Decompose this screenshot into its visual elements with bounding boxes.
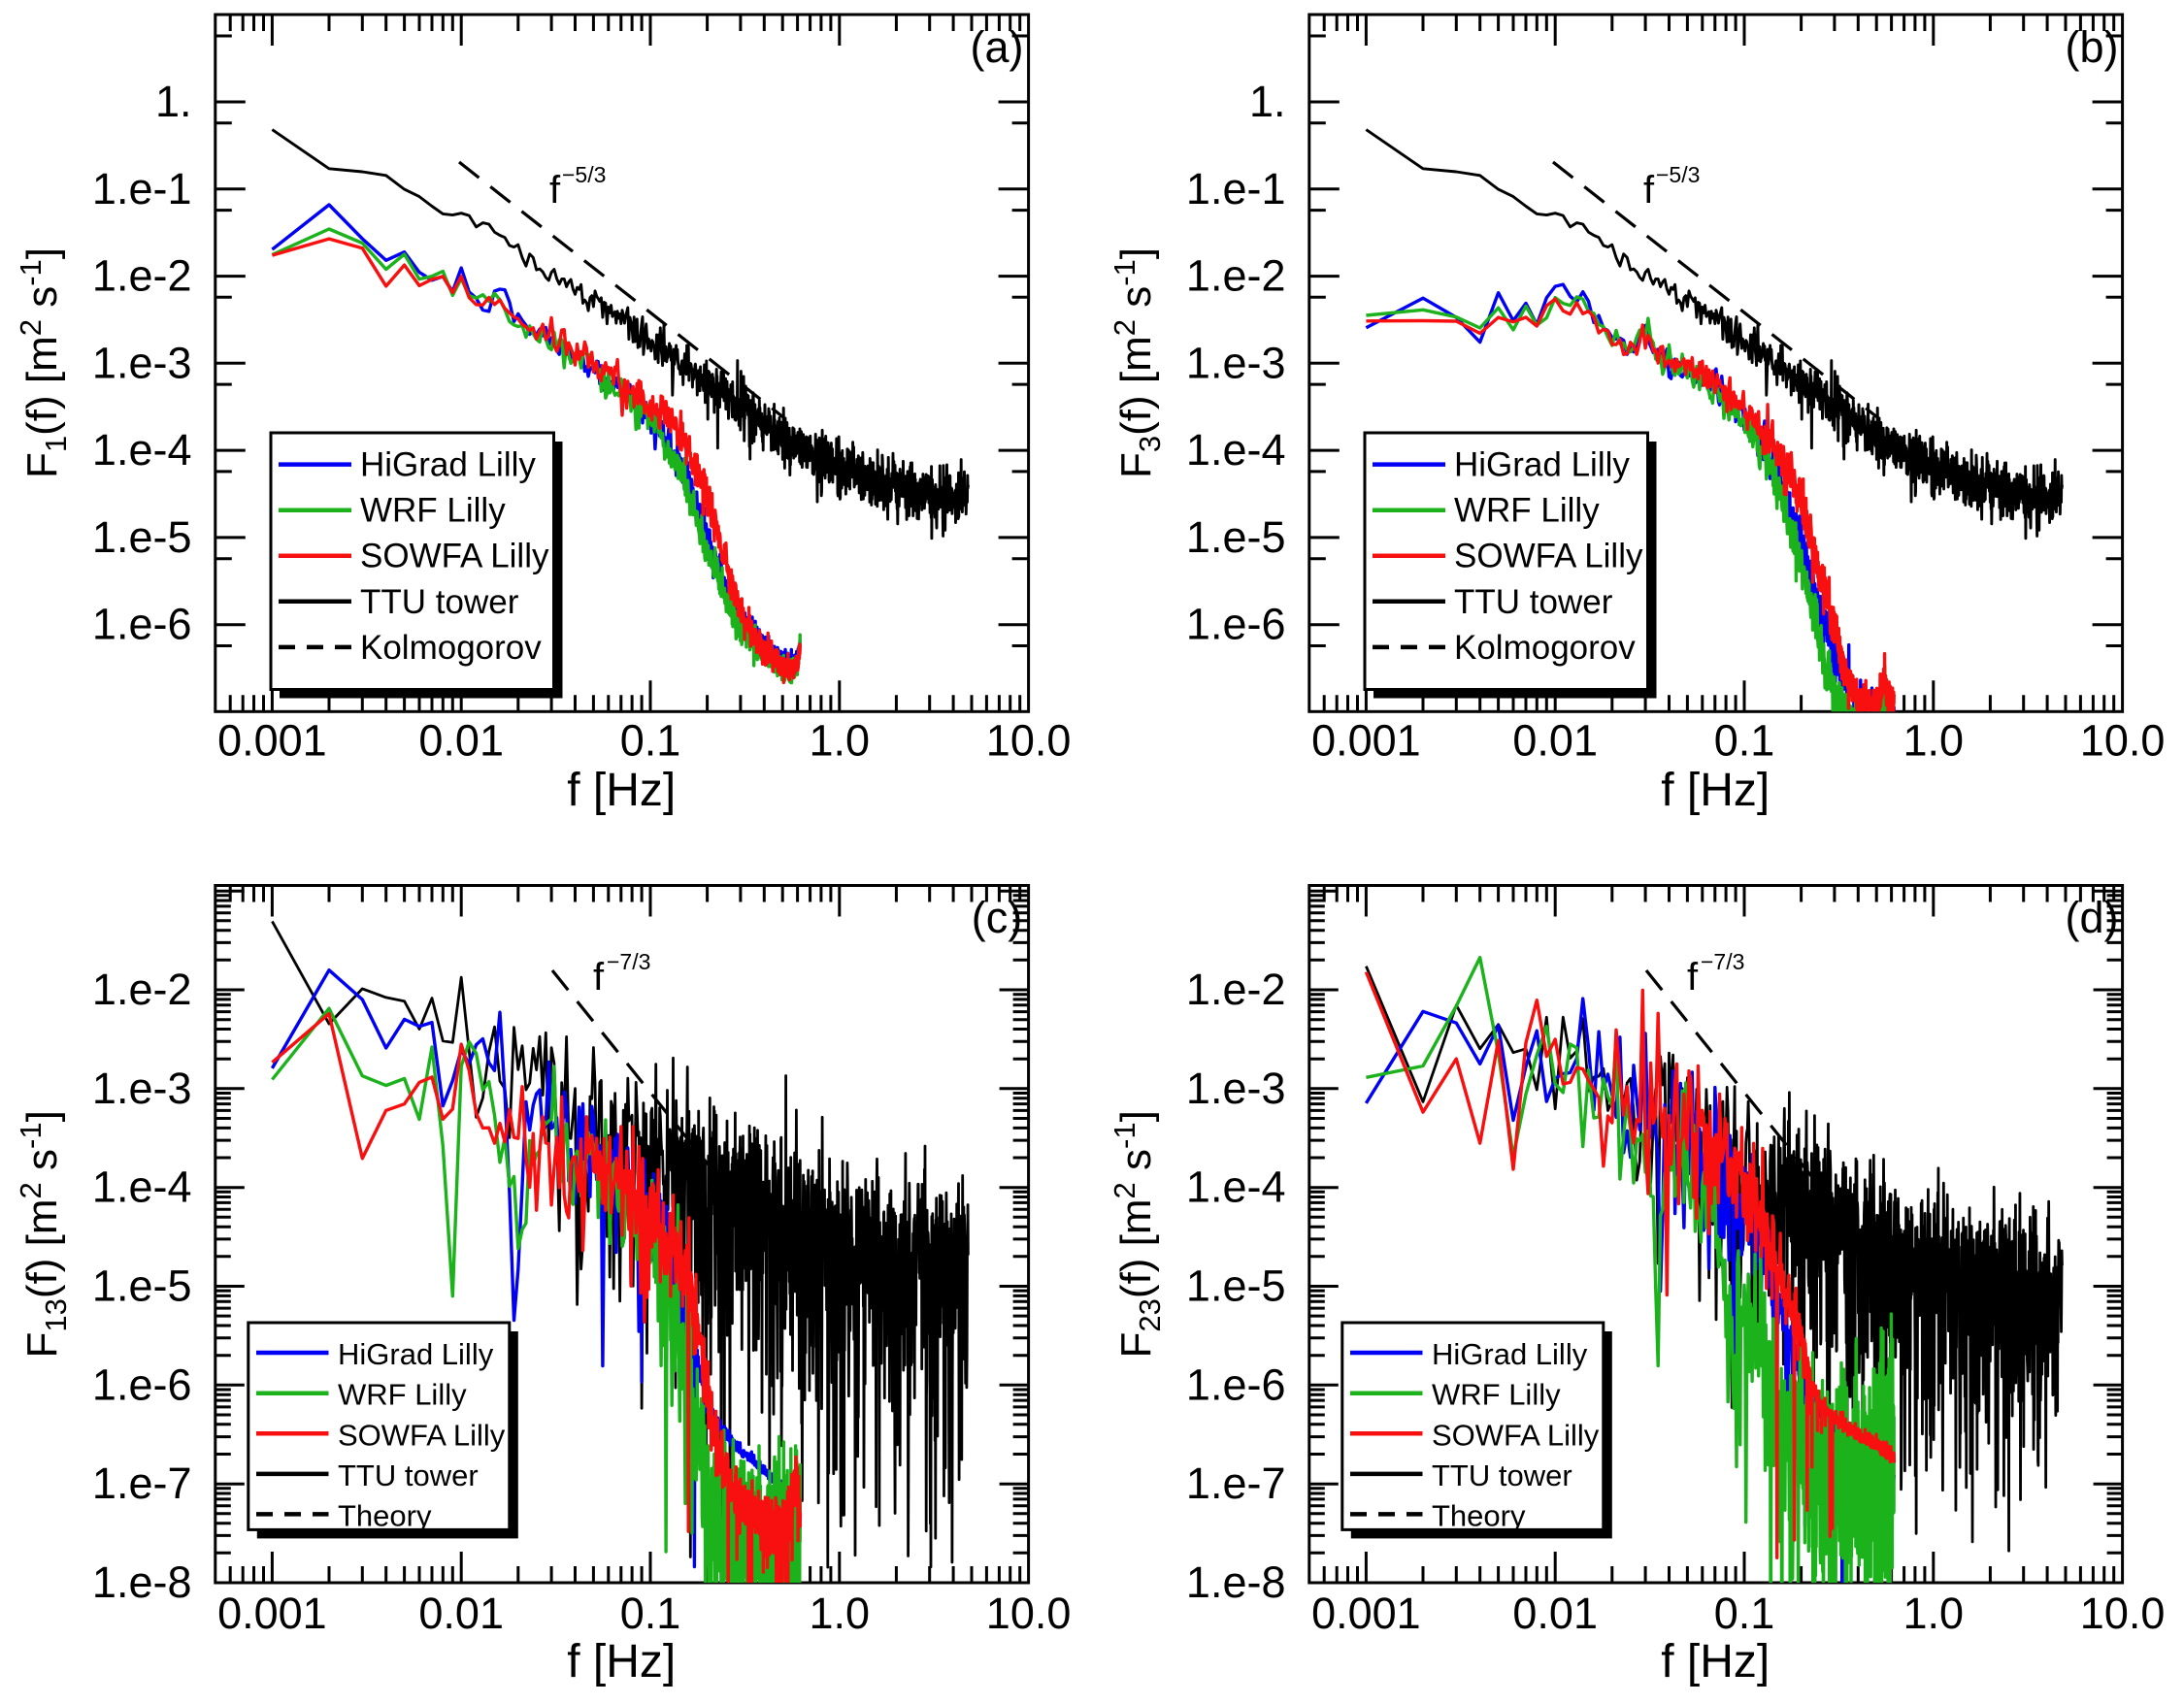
svg-text:1.e-3: 1.e-3 — [92, 1064, 192, 1113]
svg-text:−7/3: −7/3 — [607, 949, 650, 974]
svg-text:−5/3: −5/3 — [562, 162, 606, 187]
svg-text:SOWFA Lilly: SOWFA Lilly — [338, 1418, 506, 1452]
svg-text:1.e-3: 1.e-3 — [1186, 338, 1286, 387]
svg-text:SOWFA Lilly: SOWFA Lilly — [1432, 1418, 1600, 1452]
svg-text:f: f — [549, 169, 561, 212]
svg-text:1.e-5: 1.e-5 — [1186, 1262, 1286, 1311]
svg-text:TTU tower: TTU tower — [1432, 1458, 1572, 1492]
svg-text:f [Hz]: f [Hz] — [567, 1636, 676, 1688]
svg-text:1.e-8: 1.e-8 — [92, 1557, 192, 1607]
svg-text:TTU tower: TTU tower — [360, 583, 519, 621]
svg-text:(a): (a) — [971, 22, 1024, 72]
svg-text:1.e-2: 1.e-2 — [1186, 965, 1286, 1014]
svg-text:(d): (d) — [2066, 893, 2119, 942]
svg-text:0.001: 0.001 — [217, 715, 327, 765]
svg-text:1.0: 1.0 — [1903, 1589, 1965, 1638]
svg-text:1.e-5: 1.e-5 — [92, 512, 192, 562]
svg-text:f [Hz]: f [Hz] — [567, 765, 676, 816]
svg-text:1.e-2: 1.e-2 — [92, 251, 192, 301]
svg-text:Kolmogorov: Kolmogorov — [360, 629, 542, 667]
svg-text:0.001: 0.001 — [217, 1589, 327, 1638]
svg-text:10.0: 10.0 — [986, 1589, 1072, 1638]
svg-text:1.e-2: 1.e-2 — [92, 965, 192, 1014]
svg-text:HiGrad Lilly: HiGrad Lilly — [1432, 1337, 1588, 1371]
svg-text:F13(f) [m2 s-1]: F13(f) [m2 s-1] — [14, 1110, 73, 1358]
svg-text:Theory: Theory — [1432, 1498, 1526, 1532]
svg-text:0.1: 0.1 — [1714, 715, 1775, 765]
svg-text:WRF Lilly: WRF Lilly — [360, 492, 506, 530]
svg-text:1.e-4: 1.e-4 — [1186, 1163, 1286, 1212]
svg-text:f: f — [1643, 169, 1655, 212]
svg-text:1.e-7: 1.e-7 — [1186, 1458, 1286, 1508]
svg-text:1.e-3: 1.e-3 — [92, 338, 192, 387]
svg-text:F1(f) [m2 s-1]: F1(f) [m2 s-1] — [14, 247, 73, 478]
svg-text:1.: 1. — [1249, 77, 1286, 126]
svg-text:(b): (b) — [2066, 22, 2119, 72]
svg-text:Kolmogorov: Kolmogorov — [1454, 629, 1636, 667]
svg-text:0.001: 0.001 — [1311, 715, 1421, 765]
svg-text:F23(f) [m2 s-1]: F23(f) [m2 s-1] — [1108, 1110, 1167, 1358]
svg-text:WRF Lilly: WRF Lilly — [1454, 492, 1600, 530]
svg-text:0.01: 0.01 — [418, 715, 504, 765]
svg-text:(c): (c) — [972, 893, 1022, 942]
svg-text:F3(f) [m2 s-1]: F3(f) [m2 s-1] — [1108, 247, 1167, 478]
svg-text:0.1: 0.1 — [1714, 1589, 1775, 1638]
svg-text:1.e-5: 1.e-5 — [92, 1262, 192, 1311]
svg-text:−5/3: −5/3 — [1656, 162, 1700, 187]
svg-text:−7/3: −7/3 — [1701, 949, 1744, 974]
svg-text:1.e-4: 1.e-4 — [1186, 425, 1286, 475]
svg-text:1.e-2: 1.e-2 — [1186, 251, 1286, 301]
svg-text:HiGrad Lilly: HiGrad Lilly — [360, 446, 536, 484]
svg-text:HiGrad Lilly: HiGrad Lilly — [338, 1337, 494, 1371]
svg-text:1.e-6: 1.e-6 — [1186, 600, 1286, 649]
svg-text:1.e-4: 1.e-4 — [92, 425, 192, 475]
svg-text:1.e-1: 1.e-1 — [92, 164, 192, 213]
svg-text:1.e-1: 1.e-1 — [1186, 164, 1286, 213]
svg-text:1.e-6: 1.e-6 — [92, 600, 192, 649]
svg-text:TTU tower: TTU tower — [338, 1458, 479, 1492]
svg-text:1.e-4: 1.e-4 — [92, 1163, 192, 1212]
svg-text:SOWFA Lilly: SOWFA Lilly — [1454, 538, 1643, 575]
svg-text:1.: 1. — [155, 77, 192, 126]
svg-text:SOWFA Lilly: SOWFA Lilly — [360, 538, 549, 575]
svg-text:1.e-3: 1.e-3 — [1186, 1064, 1286, 1113]
svg-text:1.e-5: 1.e-5 — [1186, 512, 1286, 562]
svg-text:10.0: 10.0 — [986, 715, 1072, 765]
svg-text:1.0: 1.0 — [1903, 715, 1965, 765]
svg-text:10.0: 10.0 — [2080, 1589, 2166, 1638]
svg-text:TTU tower: TTU tower — [1454, 583, 1613, 621]
svg-text:f [Hz]: f [Hz] — [1661, 1636, 1770, 1688]
svg-text:0.001: 0.001 — [1311, 1589, 1421, 1638]
svg-text:f [Hz]: f [Hz] — [1661, 765, 1770, 816]
svg-text:f: f — [593, 956, 605, 999]
svg-text:f: f — [1687, 956, 1699, 999]
svg-text:1.e-6: 1.e-6 — [1186, 1360, 1286, 1409]
svg-text:WRF Lilly: WRF Lilly — [338, 1378, 467, 1412]
svg-text:1.e-6: 1.e-6 — [92, 1360, 192, 1409]
svg-text:1.e-7: 1.e-7 — [92, 1458, 192, 1508]
svg-text:0.1: 0.1 — [620, 1589, 681, 1638]
svg-text:1.0: 1.0 — [810, 715, 871, 765]
svg-text:WRF Lilly: WRF Lilly — [1432, 1378, 1561, 1412]
svg-text:10.0: 10.0 — [2080, 715, 2166, 765]
svg-text:1.0: 1.0 — [810, 1589, 871, 1638]
svg-text:0.01: 0.01 — [418, 1589, 504, 1638]
svg-text:1.e-8: 1.e-8 — [1186, 1557, 1286, 1607]
svg-text:Theory: Theory — [338, 1498, 432, 1532]
svg-text:0.01: 0.01 — [1512, 1589, 1598, 1638]
svg-text:HiGrad Lilly: HiGrad Lilly — [1454, 446, 1630, 484]
svg-text:0.1: 0.1 — [620, 715, 681, 765]
svg-text:0.01: 0.01 — [1512, 715, 1598, 765]
